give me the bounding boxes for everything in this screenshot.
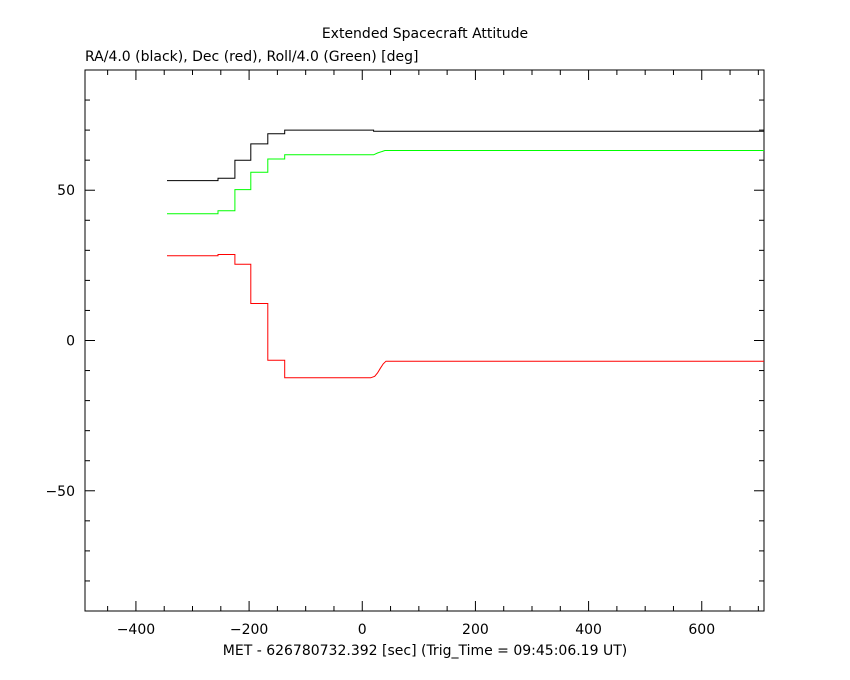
x-tick-label: 600 — [688, 622, 715, 638]
ra-series-line — [167, 129, 764, 182]
x-tick-label: 200 — [462, 622, 489, 638]
axis-ticks — [85, 69, 764, 612]
series-layer — [167, 129, 764, 379]
y-tick-label: −50 — [45, 484, 75, 500]
roll-series-line — [167, 150, 764, 215]
plot-frame — [84, 69, 765, 612]
chart-title: Extended Spacecraft Attitude — [322, 26, 528, 42]
x-tick-label: −200 — [230, 622, 268, 638]
y-tick-label: 50 — [57, 183, 75, 199]
x-tick-label: 0 — [358, 622, 367, 638]
y-tick-label: 0 — [66, 334, 75, 350]
x-tick-label: 400 — [575, 622, 602, 638]
x-tick-label: −400 — [117, 622, 155, 638]
axis-tick-labels: −400 −200 0 200 400 600 −50 0 50 — [45, 183, 715, 638]
x-axis-label: MET - 626780732.392 [sec] (Trig_Time = 0… — [223, 643, 627, 659]
y-axis-label: RA/4.0 (black), Dec (red), Roll/4.0 (Gre… — [85, 49, 418, 65]
dec-series-line — [167, 254, 764, 379]
